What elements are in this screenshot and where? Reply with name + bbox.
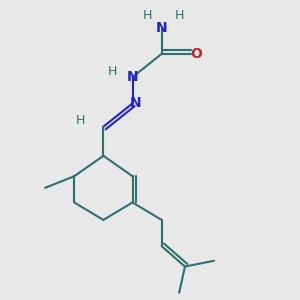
Text: N: N <box>130 96 141 110</box>
Text: N: N <box>156 21 167 34</box>
Text: H: H <box>175 10 184 22</box>
Text: H: H <box>107 65 117 78</box>
Text: N: N <box>127 70 138 84</box>
Text: O: O <box>191 47 203 61</box>
Text: H: H <box>142 10 152 22</box>
Text: H: H <box>75 114 85 128</box>
